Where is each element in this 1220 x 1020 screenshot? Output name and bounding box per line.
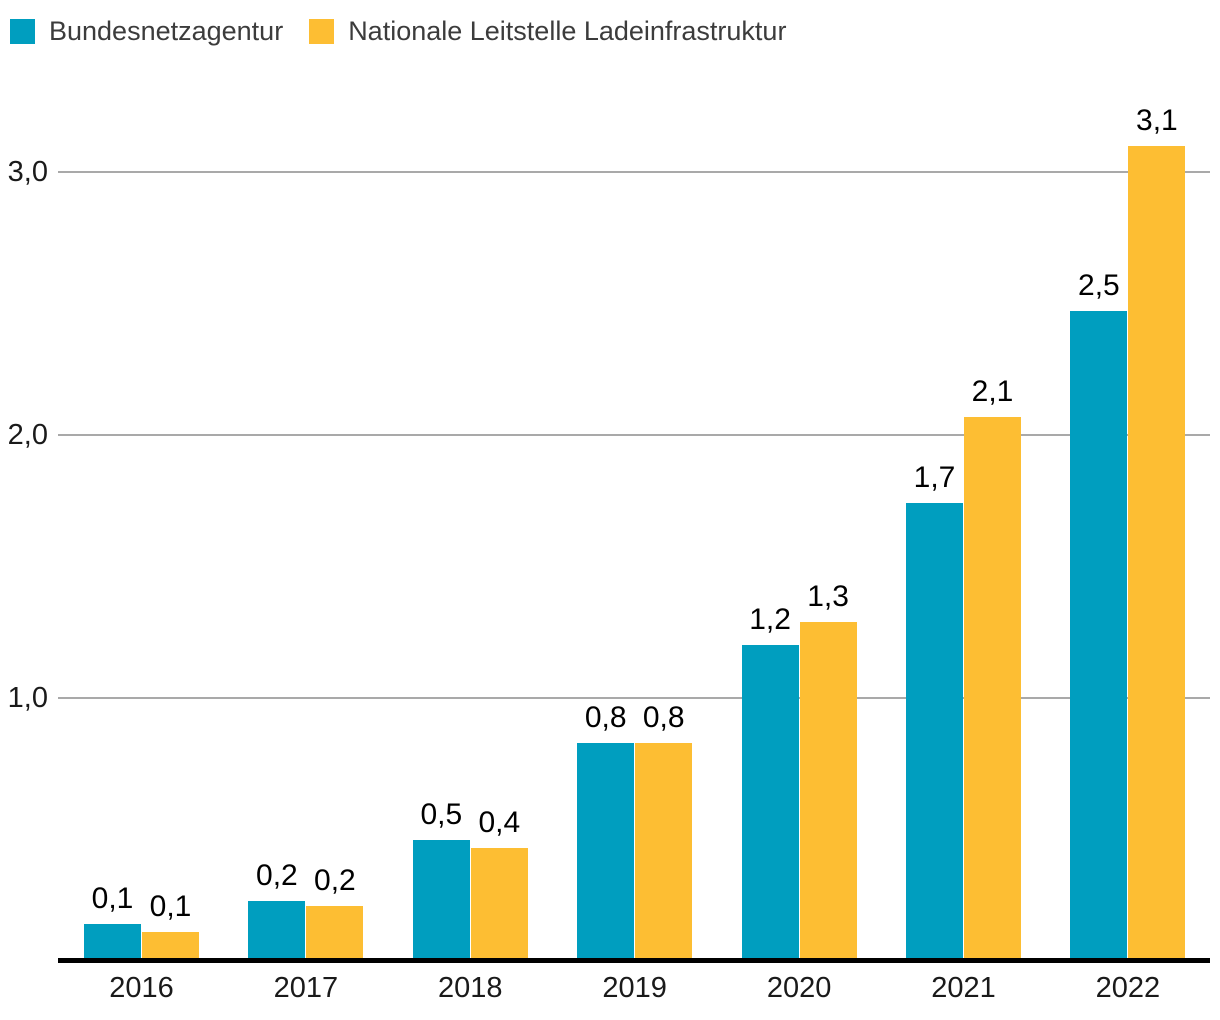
value-label-nationale-leitstelle-ladeinfrastruktur-2020: 1,3 [807,579,849,613]
bar-nationale-leitstelle-ladeinfrastruktur-2017 [306,905,364,958]
value-label-bundesnetzagentur-2017: 0,2 [256,858,298,892]
value-label-bundesnetzagentur-2018: 0,5 [420,798,463,832]
bar-nationale-leitstelle-ladeinfrastruktur-2019 [635,742,693,958]
x-axis-label-2022: 2022 [1095,972,1161,1004]
bar-bundesnetzagentur-2021 [906,503,963,958]
value-label-nationale-leitstelle-ladeinfrastruktur-2022: 3,1 [1136,103,1178,137]
value-label-bundesnetzagentur-2022: 2,5 [1078,269,1120,303]
y-axis-tick-label-2-0: 2,0 [7,419,48,451]
legend-label-nationale-leitstelle: Nationale Leitstelle Ladeinfrastruktur [348,16,787,46]
value-label-nationale-leitstelle-ladeinfrastruktur-2016: 0,1 [149,890,192,924]
bar-nationale-leitstelle-ladeinfrastruktur-2021 [964,416,1021,958]
bar-nationale-leitstelle-ladeinfrastruktur-2022 [1128,145,1186,958]
gridline-1-0 [58,697,1210,699]
gridline-3-0 [58,171,1210,173]
gridline-2-0 [58,434,1210,436]
value-label-nationale-leitstelle-ladeinfrastruktur-2017: 0,2 [314,863,356,897]
legend-swatch-nationale-leitstelle [309,19,335,44]
x-axis-label-2018: 2018 [438,972,503,1004]
bar-bundesnetzagentur-2019 [577,742,635,958]
bar-nationale-leitstelle-ladeinfrastruktur-2018 [470,847,528,958]
legend-label-bundesnetzagentur: Bundesnetzagentur [49,16,284,46]
y-axis-tick-label-3-0: 3,0 [7,156,48,188]
legend-swatch-bundesnetzagentur [10,19,35,44]
chart-legend: Bundesnetzagentur Nationale Leitstelle L… [10,18,786,45]
value-label-bundesnetzagentur-2021: 1,7 [913,461,956,495]
x-axis-label-2020: 2020 [766,972,832,1004]
x-axis-label-2017: 2017 [273,972,339,1004]
bar-bundesnetzagentur-2016 [84,924,141,958]
bar-bundesnetzagentur-2020 [741,645,799,958]
x-axis-label-2016: 2016 [109,972,174,1004]
bar-bundesnetzagentur-2017 [248,900,306,958]
bar-bundesnetzagentur-2018 [412,840,470,958]
bar-nationale-leitstelle-ladeinfrastruktur-2016 [142,932,199,958]
bar-nationale-leitstelle-ladeinfrastruktur-2020 [799,621,857,958]
x-axis-label-2021: 2021 [931,972,996,1004]
x-axis-label-2019: 2019 [602,972,667,1004]
y-axis-tick-label-1-0: 1,0 [7,682,48,714]
legend-item-bundesnetzagentur: Bundesnetzagentur [10,18,283,45]
value-label-nationale-leitstelle-ladeinfrastruktur-2019: 0,8 [642,700,685,734]
x-axis-line [58,958,1210,963]
value-label-bundesnetzagentur-2019: 0,8 [584,700,627,734]
value-label-nationale-leitstelle-ladeinfrastruktur-2018: 0,4 [478,805,521,839]
bar-bundesnetzagentur-2022 [1070,311,1128,958]
value-label-bundesnetzagentur-2020: 1,2 [749,603,791,637]
legend-item-nationale-leitstelle: Nationale Leitstelle Ladeinfrastruktur [309,18,786,45]
value-label-nationale-leitstelle-ladeinfrastruktur-2021: 2,1 [971,374,1014,408]
value-label-bundesnetzagentur-2016: 0,1 [91,882,134,916]
